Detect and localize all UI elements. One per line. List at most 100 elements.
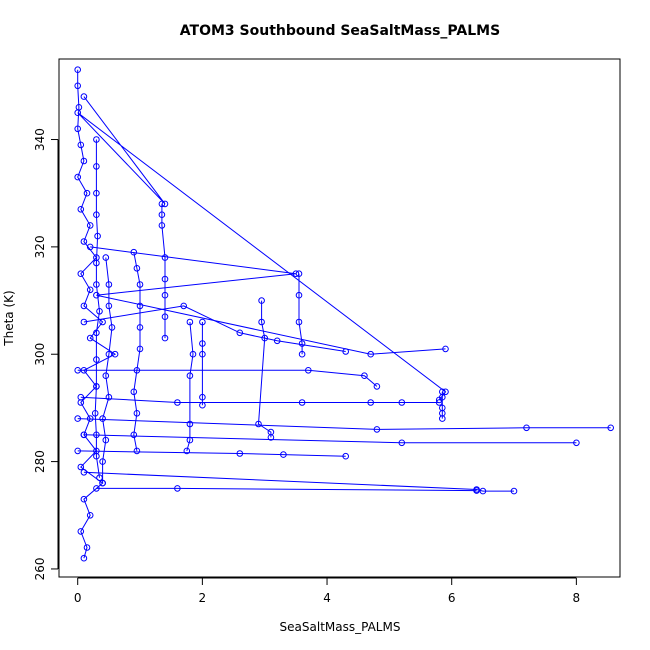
data-point (74, 415, 81, 422)
x-axis-label: SeaSaltMass_PALMS (280, 620, 401, 634)
data-point (573, 439, 580, 447)
data-point (93, 356, 100, 363)
data-point (130, 431, 138, 439)
data-point (80, 431, 88, 439)
series-segment-8 (74, 447, 350, 460)
x-tick-label: 0 (74, 591, 82, 605)
data-point (258, 318, 265, 326)
x-tick-label: 4 (323, 591, 331, 605)
data-point (111, 350, 119, 358)
data-point (93, 452, 100, 460)
series-cluster-1.4 (158, 200, 169, 342)
data-point (93, 383, 100, 390)
series-segment-3 (80, 302, 350, 355)
data-point (105, 350, 113, 358)
data-point (102, 254, 110, 261)
data-point (80, 157, 88, 165)
series-segment-6 (74, 415, 615, 433)
series-line (94, 139, 101, 478)
y-axis: 260 280 300 320 340 (33, 128, 59, 580)
data-point (258, 297, 265, 304)
series-segment-4 (74, 367, 381, 390)
data-point (523, 424, 530, 432)
data-point (439, 393, 446, 401)
data-point (186, 318, 194, 326)
data-point (83, 189, 91, 197)
data-point (442, 345, 449, 353)
data-point (398, 399, 406, 406)
x-tick-label: 6 (448, 591, 456, 605)
data-point (74, 109, 81, 116)
data-point (105, 393, 113, 401)
data-point (99, 479, 106, 487)
y-tick-label: 280 (33, 450, 47, 473)
data-point (280, 451, 287, 458)
data-point (80, 238, 88, 245)
data-point (80, 495, 88, 503)
data-point (298, 399, 306, 406)
data-point (93, 485, 100, 492)
series-cluster-2.0 (199, 318, 206, 409)
data-point (80, 93, 88, 100)
data-point (130, 388, 138, 396)
data-point (439, 415, 446, 422)
data-point (295, 291, 303, 299)
data-point (298, 350, 306, 358)
data-point (373, 426, 381, 433)
data-point (158, 211, 166, 218)
data-point (295, 318, 303, 326)
data-point (83, 544, 91, 551)
data-point (305, 367, 312, 374)
data-point (189, 350, 197, 358)
data-point (74, 82, 81, 90)
data-point (398, 439, 406, 447)
series-line (298, 273, 303, 355)
data-point (199, 350, 206, 358)
data-point (99, 458, 106, 465)
y-tick-label: 260 (33, 557, 47, 580)
data-point (130, 248, 138, 256)
y-tick-label: 300 (33, 343, 47, 366)
data-point (367, 399, 375, 406)
data-point (510, 487, 518, 495)
series-line (83, 305, 346, 352)
data-point (199, 318, 206, 326)
data-point (77, 141, 85, 149)
data-point (96, 308, 103, 315)
data-point (86, 286, 94, 294)
data-point (93, 431, 100, 439)
data-point (136, 324, 144, 331)
series-cluster-0.5 (99, 254, 116, 487)
data-point (183, 447, 191, 455)
data-point (186, 436, 194, 444)
data-point (174, 399, 181, 406)
x-tick-label: 8 (573, 591, 581, 605)
data-point (607, 424, 615, 432)
data-point (199, 401, 206, 409)
data-point (77, 463, 85, 471)
x-tick-label: 2 (199, 591, 207, 605)
series-line (257, 300, 272, 438)
series-line (80, 396, 440, 403)
series-cluster-1.8 (183, 318, 197, 455)
data-point (255, 420, 262, 428)
series-cluster-3.5 (295, 270, 306, 358)
data-point (80, 318, 88, 326)
data-point (361, 372, 368, 380)
data-point (158, 200, 166, 208)
data-point (186, 372, 194, 380)
data-point (161, 313, 169, 321)
series-layer (74, 66, 615, 562)
data-point (102, 372, 110, 380)
data-point (74, 447, 81, 455)
data-point (93, 329, 100, 337)
data-point (86, 334, 94, 342)
data-point (236, 450, 244, 457)
data-point (298, 340, 306, 347)
data-point (161, 291, 169, 299)
data-point (161, 334, 169, 342)
data-point (74, 66, 81, 73)
series-cluster-0.3 (91, 136, 103, 482)
data-point (261, 334, 269, 342)
